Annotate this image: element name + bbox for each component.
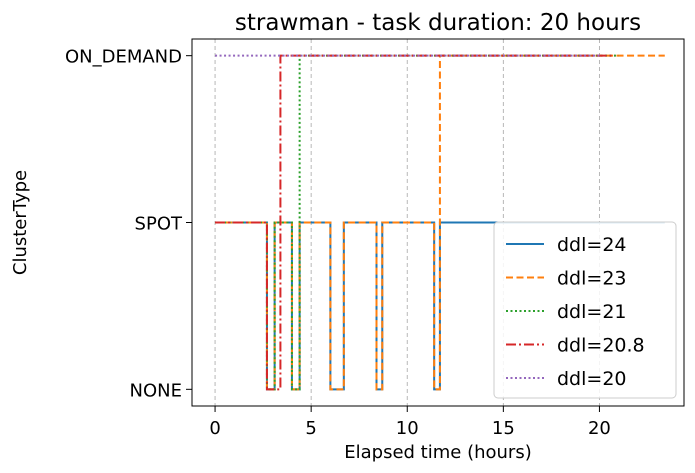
y-tick-label: SPOT: [135, 214, 183, 235]
legend-label: ddl=20: [557, 368, 627, 390]
x-axis-title: Elapsed time (hours): [344, 442, 531, 463]
series-layer: [215, 54, 665, 391]
x-tick-label: 5: [305, 418, 316, 439]
series-line-2: [215, 54, 665, 391]
y-axis: NONE SPOT ON_DEMAND: [65, 47, 192, 401]
series-line-4: [215, 54, 615, 391]
legend: ddl=24 ddl=23 ddl=21 ddl=20.8 ddl=20: [493, 221, 677, 399]
legend-label: ddl=24: [557, 234, 627, 256]
x-tick-label: 10: [396, 418, 419, 439]
x-tick-label: 0: [209, 418, 220, 439]
x-axis: 0 5 10 15 20: [209, 406, 611, 439]
x-tick-label: 15: [492, 418, 515, 439]
chart-title: strawman - task duration: 20 hours: [235, 10, 641, 36]
y-tick-label: NONE: [130, 380, 182, 401]
legend-label: ddl=21: [557, 301, 627, 323]
legend-box: [493, 221, 677, 399]
legend-label: ddl=20.8: [557, 335, 645, 357]
y-axis-title: ClusterType: [10, 170, 31, 275]
legend-label: ddl=23: [557, 268, 627, 290]
y-tick-label: ON_DEMAND: [65, 47, 182, 68]
x-tick-label: 20: [588, 418, 611, 439]
